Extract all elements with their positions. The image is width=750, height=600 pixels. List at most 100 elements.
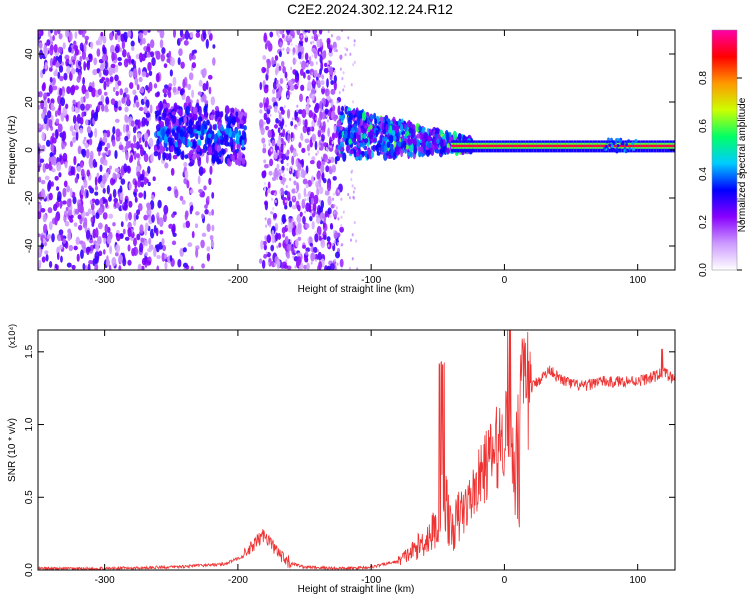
heatmap-cell (49, 152, 54, 158)
heatmap-cell (328, 47, 332, 54)
heatmap-cell (373, 112, 377, 120)
heatmap-cell (188, 119, 193, 129)
heatmap-cell (539, 144, 542, 148)
heatmap-cell (319, 68, 322, 75)
heatmap-cell (90, 216, 94, 223)
heatmap-cell (56, 252, 60, 260)
heatmap-cell (71, 105, 75, 113)
heatmap-cell (212, 57, 216, 66)
x-tick-label: 0 (502, 275, 508, 286)
heatmap-cell (346, 48, 349, 52)
heatmap-cell (302, 53, 305, 57)
heatmap-cell (301, 60, 306, 70)
heatmap-cell (86, 60, 91, 71)
heatmap-cell (49, 57, 54, 68)
heatmap-cell (266, 66, 269, 76)
heatmap-cell (305, 250, 309, 256)
heatmap-cell (73, 245, 78, 251)
heatmap-cell (421, 126, 426, 132)
heatmap-cell (134, 77, 139, 86)
heatmap-cell (292, 52, 295, 56)
y-tick-label: 1.0 (24, 417, 35, 431)
heatmap-cell (207, 146, 213, 156)
heatmap-cell (314, 258, 317, 262)
heatmap-cell (475, 144, 478, 148)
heatmap-cell (114, 45, 120, 54)
heatmap-cell (151, 194, 155, 201)
heatmap-cell (361, 111, 367, 121)
heatmap-cell (326, 182, 332, 192)
heatmap-cell (81, 50, 87, 61)
heatmap-cell (71, 264, 76, 270)
heatmap-cell (269, 158, 274, 167)
heatmap-cell (353, 43, 356, 47)
heatmap-cell (208, 211, 212, 216)
heatmap-cell (94, 191, 99, 196)
heatmap-cell (136, 171, 141, 177)
heatmap-cell (91, 81, 95, 90)
heatmap-cell (310, 261, 313, 265)
heatmap-cell (295, 238, 299, 248)
heatmap-cell (49, 67, 53, 72)
heatmap-cell (103, 237, 107, 245)
heatmap-cell (289, 177, 292, 181)
heatmap-cell (320, 238, 326, 249)
heatmap-cell (330, 88, 336, 95)
colorbar-tick-label: 0.2 (698, 215, 709, 229)
heatmap-cell (276, 30, 279, 36)
heatmap-cell (296, 232, 299, 236)
heatmap-cell (237, 150, 242, 161)
heatmap-cell (285, 259, 288, 263)
heatmap-cell (581, 144, 585, 148)
heatmap-cell (318, 199, 321, 203)
heatmap-cell (125, 212, 129, 222)
heatmap-cell (72, 99, 76, 105)
heatmap-cell (209, 130, 215, 135)
heatmap-cell (261, 259, 266, 269)
heatmap-cell (311, 139, 314, 143)
heatmap-cell (81, 111, 85, 118)
heatmap-cell (148, 70, 153, 77)
heatmap-cell (301, 108, 307, 119)
heatmap-cell (98, 142, 103, 152)
heatmap-cell (86, 190, 89, 199)
heatmap-cell (472, 144, 476, 148)
heatmap-cell (193, 113, 197, 121)
heatmap-cell (353, 221, 356, 225)
heatmap-cell (179, 129, 184, 138)
heatmap-cell (39, 158, 45, 163)
heatmap-cell (407, 139, 413, 146)
heatmap-cell (139, 87, 145, 94)
heatmap-cell (347, 116, 352, 123)
heatmap-cell (218, 150, 223, 158)
heatmap-cell (297, 204, 301, 211)
heatmap-cell (287, 89, 290, 96)
heatmap-cell (352, 63, 355, 67)
heatmap-cell (101, 174, 107, 185)
heatmap-cell (267, 181, 271, 190)
colorbar-tick-label: 0.8 (698, 71, 709, 85)
heatmap-cell (389, 125, 393, 134)
heatmap-cell (616, 138, 620, 142)
heatmap-cell (129, 82, 134, 90)
heatmap-cell (342, 71, 345, 75)
heatmap-cell (274, 199, 277, 203)
heatmap-cell (281, 214, 286, 225)
heatmap-cell (53, 30, 58, 36)
heatmap-cell (262, 143, 267, 149)
heatmap-cell (127, 227, 132, 238)
heatmap-cell (267, 217, 272, 226)
heatmap-cell (51, 132, 55, 139)
heatmap-cell (324, 108, 329, 115)
heatmap-cell (146, 260, 152, 266)
heatmap-cell (125, 124, 129, 133)
heatmap-cell (198, 79, 203, 87)
heatmap-cell (107, 168, 111, 174)
heatmap-cell (226, 154, 230, 160)
heatmap-cell (76, 253, 80, 262)
heatmap-cell (618, 148, 622, 152)
heatmap-cell (321, 218, 324, 222)
heatmap-cell (293, 180, 296, 184)
heatmap-cell (469, 144, 473, 148)
heatmap-cell (327, 207, 332, 215)
